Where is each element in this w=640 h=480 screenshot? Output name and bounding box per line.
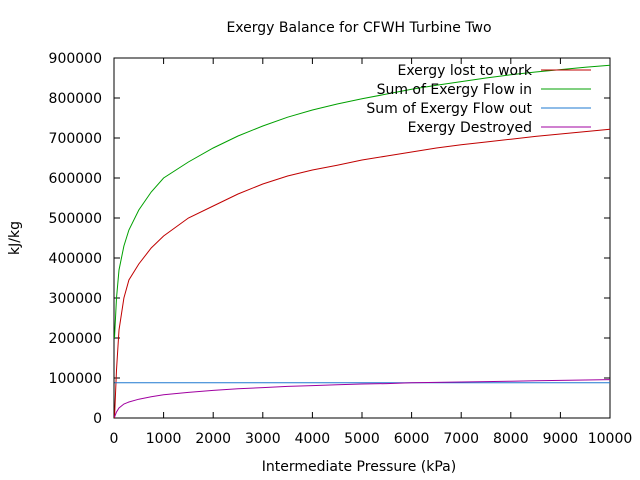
y-tick-label: 200000 bbox=[49, 331, 102, 347]
x-tick-label: 2000 bbox=[195, 431, 231, 447]
x-tick-label: 1000 bbox=[146, 431, 182, 447]
series-line-1 bbox=[114, 128, 611, 419]
y-tick-label: 600000 bbox=[49, 171, 102, 187]
x-tick-label: 4000 bbox=[295, 431, 331, 447]
y-tick-label: 300000 bbox=[49, 291, 102, 307]
y-tick-label: 700000 bbox=[49, 131, 102, 147]
y-axis-label: kJ/kg bbox=[7, 221, 23, 255]
y-tick-label: 900000 bbox=[49, 51, 102, 67]
y-tick-label: 100000 bbox=[49, 371, 102, 387]
plot-area: 0 1000 2000 3000 4000 5000 6000 7000 8000 9000 100… bbox=[49, 51, 633, 447]
x-tick-label: 7000 bbox=[443, 431, 479, 447]
x-tick-label: 5000 bbox=[344, 431, 380, 447]
legend-label-4: Exergy Destroyed bbox=[408, 120, 532, 136]
y-tick-label: 800000 bbox=[49, 91, 102, 107]
x-tick-label: 6000 bbox=[394, 431, 430, 447]
series-line-2 bbox=[114, 64, 611, 339]
y-tick-label: 0 bbox=[93, 411, 102, 427]
x-tick-label: 8000 bbox=[493, 431, 529, 447]
chart-title: Exergy Balance for CFWH Turbine Two bbox=[226, 20, 491, 36]
x-tick-label: 10000 bbox=[588, 431, 633, 447]
plot-frame bbox=[113, 57, 611, 419]
legend: Exergy lost to work Sum of Exergy Flow in… bbox=[366, 63, 591, 136]
series-line-4 bbox=[114, 379, 611, 418]
x-tick-label: 3000 bbox=[245, 431, 281, 447]
x-tick-label: 9000 bbox=[543, 431, 579, 447]
x-tick-label: 0 bbox=[110, 431, 119, 447]
x-axis-label: Intermediate Pressure (kPa) bbox=[262, 459, 456, 475]
y-tick-label: 400000 bbox=[49, 251, 102, 267]
legend-label-2: Sum of Exergy Flow in bbox=[377, 82, 532, 98]
y-tick-label: 500000 bbox=[49, 211, 102, 227]
legend-label-3: Sum of Exergy Flow out bbox=[366, 101, 532, 117]
legend-label-1: Exergy lost to work bbox=[397, 63, 532, 79]
